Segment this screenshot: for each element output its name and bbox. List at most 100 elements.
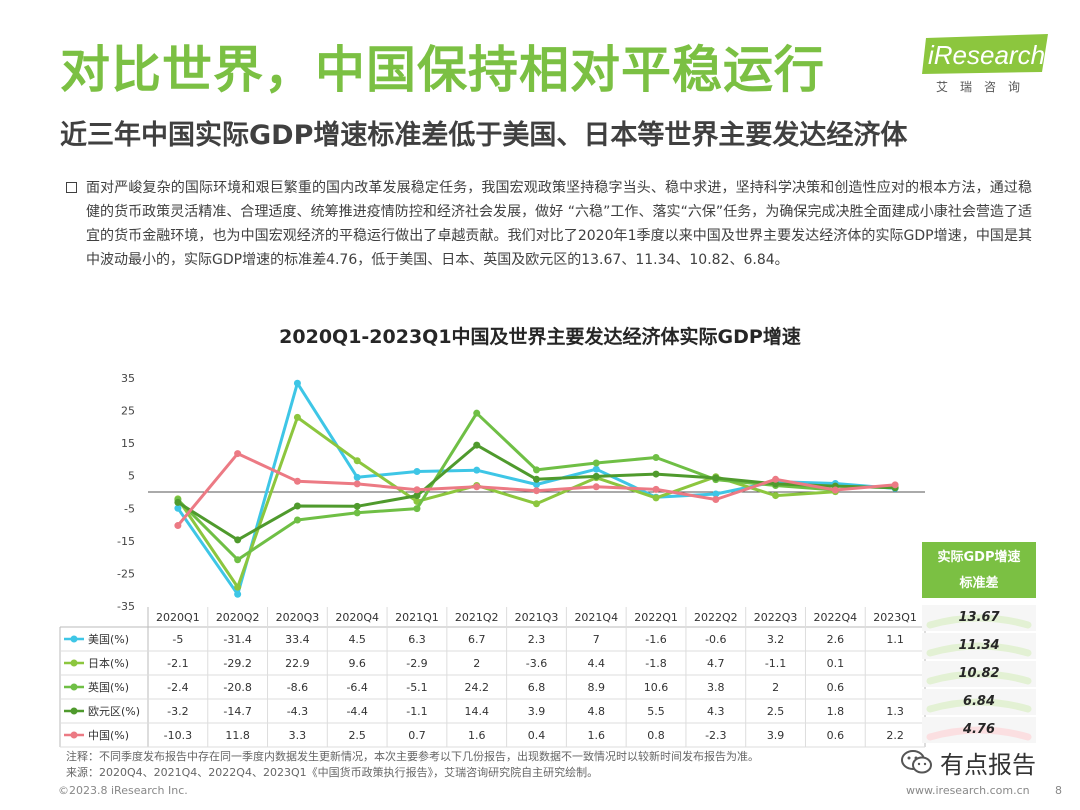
data-label: -2.9: [406, 657, 427, 670]
data-label: 0.4: [528, 729, 546, 742]
data-label: 2.3: [528, 633, 546, 646]
page-title: 对比世界，中国保持相对平稳运行: [60, 41, 825, 99]
y-tick-label: 35: [121, 372, 135, 385]
y-tick-label: 25: [121, 405, 135, 418]
data-point: [772, 475, 780, 483]
data-label: -2.4: [167, 681, 188, 694]
logo-badge-shape: [922, 34, 1048, 74]
data-point: [533, 466, 540, 474]
legend-key-marker: [70, 635, 78, 643]
data-point: [413, 486, 421, 494]
data-label: 1.1: [886, 633, 904, 646]
data-label: 1.6: [588, 729, 606, 742]
data-label: 11.8: [225, 729, 250, 742]
std-highlight-stroke: [926, 670, 1032, 685]
legend-label: 英国(%): [88, 680, 129, 694]
data-label: -10.3: [164, 729, 192, 742]
data-point: [533, 487, 540, 495]
data-label: -1.8: [645, 657, 666, 670]
data-point: [174, 504, 182, 512]
y-tick-label: -35: [117, 600, 135, 613]
chart-title: 2020Q1-2023Q1中国及世界主要发达经济体实际GDP增速: [279, 326, 801, 348]
logo-wordmark: iResearch: [928, 40, 1046, 70]
legend-key-marker: [70, 731, 78, 739]
data-label: 3.9: [528, 705, 546, 718]
data-label: -2.3: [705, 729, 726, 742]
footer-url[interactable]: www.iresearch.com.cn: [906, 784, 1030, 797]
x-category-label: 2020Q1: [156, 611, 200, 624]
data-label: -6.4: [346, 681, 367, 694]
data-label: -31.4: [223, 633, 251, 646]
data-point: [293, 379, 301, 387]
data-point: [174, 522, 182, 530]
data-point: [473, 441, 481, 449]
y-tick-label: 15: [121, 437, 135, 450]
data-point: [353, 509, 361, 517]
data-point: [652, 470, 660, 478]
y-tick-label: -5: [124, 502, 135, 515]
watermark-text: 有点报告: [940, 750, 1036, 779]
data-label: 4.5: [348, 633, 366, 646]
data-point: [652, 494, 660, 502]
data-point: [234, 583, 242, 591]
data-point: [891, 481, 899, 489]
data-point: [353, 473, 361, 481]
data-point: [652, 485, 660, 493]
data-label: -1.1: [765, 657, 786, 670]
data-point: [592, 472, 600, 480]
y-tick-label: -25: [117, 567, 135, 580]
data-label: 33.4: [285, 633, 310, 646]
data-label: 10.6: [644, 681, 669, 694]
x-category-label: 2020Q2: [216, 611, 260, 624]
data-label: -5.1: [406, 681, 427, 694]
legend-key-marker: [70, 707, 78, 715]
data-point: [712, 474, 720, 482]
std-value-eurozone: 6.84: [962, 694, 996, 709]
x-category-label: 2022Q1: [634, 611, 678, 624]
iresearch-logo: iResearch 艾瑞咨询: [922, 34, 1050, 96]
page-subtitle: 近三年中国实际GDP增速标准差低于美国、日本等世界主要发达经济体: [60, 120, 908, 151]
std-highlight-stroke: [926, 614, 1032, 629]
logo-subtext: 艾瑞咨询: [936, 80, 1033, 94]
legend-key-marker: [70, 659, 78, 667]
data-label: 4.3: [707, 705, 725, 718]
x-category-label: 2021Q4: [574, 611, 618, 624]
std-header: 实际GDP增速 标准差: [922, 542, 1036, 598]
data-point: [234, 450, 242, 458]
data-point: [772, 492, 780, 500]
data-point: [592, 483, 600, 491]
data-point: [592, 459, 600, 467]
data-point: [293, 516, 301, 524]
body-text: 面对严峻复杂的国际环境和艰巨繁重的国内改革发展稳定任务，我国宏观政策坚持稳字当头…: [86, 180, 1032, 268]
data-point: [293, 502, 301, 510]
data-point: [592, 465, 600, 473]
series-line: [176, 411, 836, 562]
data-point: [293, 413, 301, 421]
x-category-label: 2022Q4: [814, 611, 858, 624]
data-label: 7: [593, 633, 600, 646]
data-label: 2: [473, 657, 480, 670]
data-label: 3.8: [707, 681, 725, 694]
data-point: [353, 502, 361, 510]
data-label: 0.6: [827, 681, 845, 694]
std-value-us: 13.67: [958, 610, 1000, 625]
x-category-label: 2020Q3: [276, 611, 320, 624]
data-label: -4.3: [287, 705, 308, 718]
wechat-icon: [901, 750, 932, 774]
std-highlight-stroke: [926, 726, 1032, 741]
std-value-china: 4.76: [962, 722, 996, 737]
std-header-line2: 标准差: [959, 576, 999, 591]
data-label: 4.7: [707, 657, 725, 670]
data-label: 1.6: [468, 729, 486, 742]
data-point: [533, 481, 540, 489]
data-label: -3.6: [526, 657, 547, 670]
data-point: [174, 498, 182, 506]
std-header-line1: 实际GDP增速: [937, 550, 1021, 565]
legend-label: 日本(%): [88, 656, 129, 670]
data-label: -14.7: [223, 705, 251, 718]
data-label: 2: [772, 681, 779, 694]
std-value-uk: 10.82: [958, 666, 1000, 681]
std-highlight-stroke: [926, 698, 1032, 713]
data-point: [234, 556, 242, 564]
